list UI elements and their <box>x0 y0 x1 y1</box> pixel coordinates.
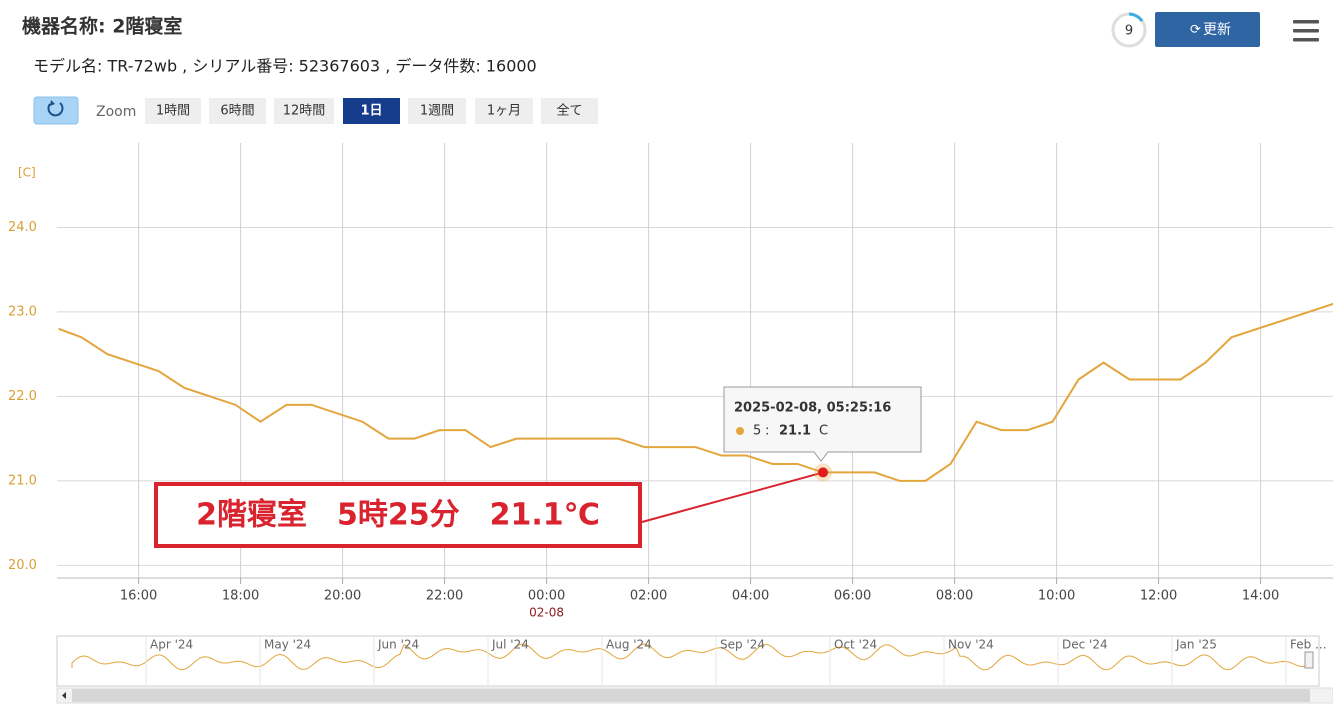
x-tick-label: 06:00 <box>834 589 871 604</box>
x-tick-label: 00:00 <box>528 589 565 604</box>
menu-button[interactable] <box>1293 20 1319 42</box>
refresh-button[interactable] <box>1155 12 1260 47</box>
navigator-trace <box>71 643 1309 671</box>
annotation-box <box>154 482 642 548</box>
zoom-button[interactable] <box>209 98 266 124</box>
navigator-handle[interactable] <box>1304 651 1314 669</box>
navigator-label: Jun '24 <box>377 638 419 652</box>
device-title: 機器名称: 2階寝室 <box>22 15 182 38</box>
refresh-label[interactable]: 更新 <box>1203 22 1231 38</box>
tooltip-separator: : <box>765 424 769 439</box>
y-tick-label: 20.0 <box>8 558 37 573</box>
navigator-label: Jul '24 <box>491 638 529 652</box>
tooltip-series: 5 <box>753 424 761 439</box>
countdown: 9 <box>1125 24 1133 39</box>
zoom-button-label[interactable]: 6時間 <box>220 104 254 119</box>
x-tick-label: 12:00 <box>1140 589 1177 604</box>
tooltip-value: 21.1 <box>779 424 811 439</box>
zoom-button[interactable] <box>408 98 466 124</box>
navigator-label: May '24 <box>264 638 311 652</box>
y-tick-label: 23.0 <box>8 304 37 319</box>
zoom-button[interactable] <box>475 98 533 124</box>
zoom-button-label[interactable]: 1週間 <box>420 104 454 119</box>
scrollbar-thumb[interactable] <box>72 689 1310 702</box>
x-tick-label: 22:00 <box>426 589 463 604</box>
y-unit-label: [C] <box>18 166 36 180</box>
reset-arrow <box>50 100 55 106</box>
navigator-label: Oct '24 <box>834 638 877 652</box>
navigator <box>56 635 1320 687</box>
y-tick-label: 22.0 <box>8 389 37 404</box>
navigator-label: Feb ... <box>1290 638 1327 652</box>
x-tick-label: 04:00 <box>732 589 769 604</box>
zoom-button[interactable] <box>343 98 400 124</box>
x-tick-label: 08:00 <box>936 589 973 604</box>
tooltip-unit: C <box>819 424 828 439</box>
zoom-button-label[interactable]: 全て <box>556 103 582 119</box>
tooltip-box <box>723 386 922 462</box>
annotation-connector <box>641 471 824 523</box>
tooltip-title: 2025-02-08, 05:25:16 <box>734 401 891 416</box>
zoom-button[interactable] <box>274 98 334 124</box>
navigator-label: Aug '24 <box>606 638 652 652</box>
navigator-label: Jan '25 <box>1175 638 1217 652</box>
device-info: モデル名: TR-72wb , シリアル番号: 52367603 , データ件数… <box>33 57 537 76</box>
data-line <box>58 302 1333 482</box>
x-tick-label: 02:00 <box>630 589 667 604</box>
x-tick-label: 16:00 <box>120 589 157 604</box>
scroll-left[interactable] <box>62 692 66 699</box>
x-tick-label: 10:00 <box>1038 589 1075 604</box>
navigator-label: Apr '24 <box>150 638 193 652</box>
zoom-label: Zoom <box>96 104 136 120</box>
zoom-button-label[interactable]: 1日 <box>360 104 382 119</box>
navigator-label: Dec '24 <box>1062 638 1108 652</box>
x-tick-label: 18:00 <box>222 589 259 604</box>
tooltip-swatch <box>736 427 744 435</box>
highlight-point <box>818 467 829 478</box>
navigator-label: Nov '24 <box>948 638 994 652</box>
zoom-button-label[interactable]: 1ヶ月 <box>487 104 521 119</box>
y-tick-label: 21.0 <box>8 473 37 488</box>
x-date-label: 02-08 <box>529 606 564 620</box>
countdown-progress <box>1128 12 1144 22</box>
zoom-button-label[interactable]: 12時間 <box>283 104 326 119</box>
annotation-text: 2階寝室 5時25分 21.1℃ <box>196 498 600 533</box>
y-tick-label: 24.0 <box>8 220 37 235</box>
reset-zoom-button[interactable] <box>33 96 79 125</box>
x-tick-label: 14:00 <box>1242 589 1279 604</box>
zoom-button[interactable] <box>145 98 201 124</box>
zoom-button-label[interactable]: 1時間 <box>156 104 190 119</box>
navigator-label: Sep '24 <box>720 638 765 652</box>
x-tick-label: 20:00 <box>324 589 361 604</box>
zoom-button[interactable] <box>541 98 598 124</box>
refresh-icon: ⟳ <box>1190 23 1201 38</box>
reset-icon <box>47 102 64 117</box>
